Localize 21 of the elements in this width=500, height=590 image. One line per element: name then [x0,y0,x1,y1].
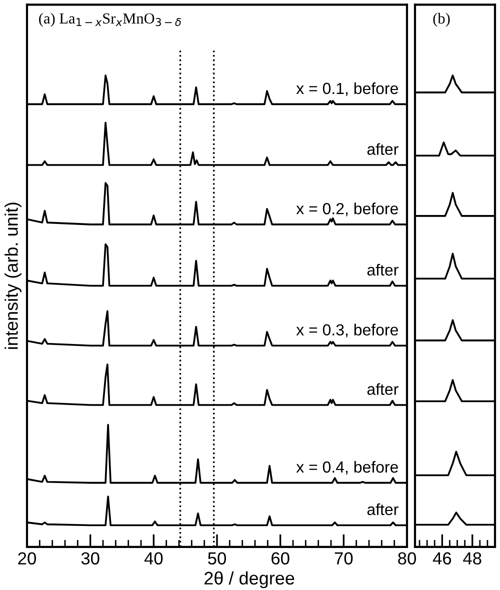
chart-title: (a) La$_{1−x}$Sr$_{x}$MnO$_{3−δ}$ [39,12,181,27]
series-label: x = 0.1, before [296,82,398,96]
x-tick-label: 60 [272,552,290,565]
x-tick-label: 20 [18,552,36,565]
x-tick-label: 80 [398,552,416,565]
series-label: after [367,264,398,276]
series-label: after [367,383,398,395]
x-axis-title: 2θ / degree [204,571,294,588]
chart-title: (b) [433,12,450,27]
x-tick-label: 30 [81,552,100,565]
series-label: x = 0.2, before [296,202,398,216]
y-axis-title: intensity (arb. unit) [4,202,22,349]
x-tick-label: 46 [432,552,452,565]
series-label: x = 0.4, before [296,460,398,475]
x-tick-label: 50 [208,552,226,565]
x-tick-label: 70 [334,552,353,565]
series-label: after [367,143,398,155]
series-label: x = 0.3, before [296,324,398,338]
x-tick-label: 40 [144,552,163,565]
x-tick-label: 48 [463,552,482,565]
series-label: after [367,503,398,516]
